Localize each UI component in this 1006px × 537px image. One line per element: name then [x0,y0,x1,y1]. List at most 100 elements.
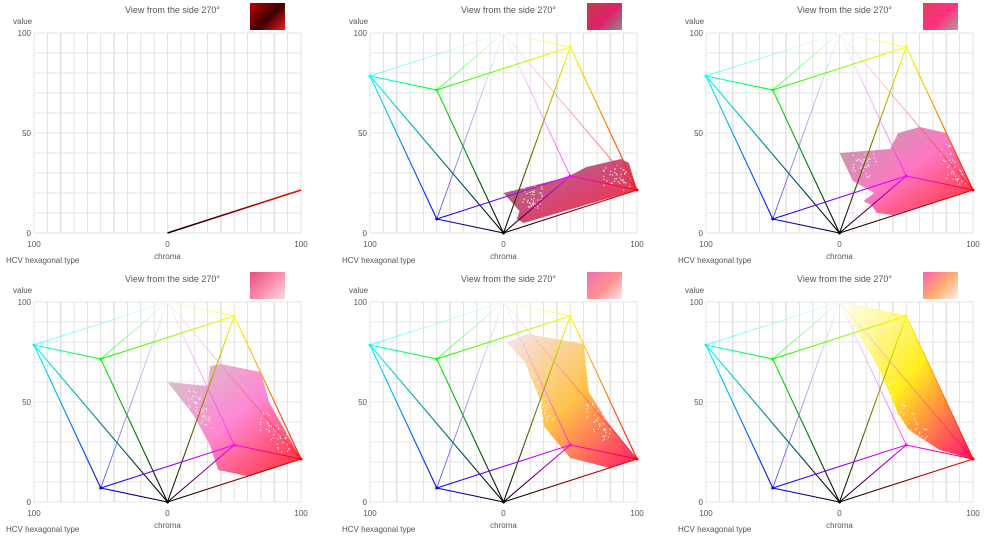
hexagon-edge-white-magenta [503,32,571,177]
data-point [620,173,622,176]
hexagon-edge-black-magenta [503,175,571,234]
y-axis-label: value [349,286,369,295]
data-point [205,417,207,420]
data-point [201,420,204,422]
vertex-magenta [904,443,908,447]
data-point [195,410,197,412]
data-point [867,164,869,166]
data-point [200,422,203,424]
data-point [530,379,532,381]
hexagon-edge-blue-magenta [436,175,571,220]
hexagon-edge-black-green [772,89,840,234]
plot-area: 100 0 100 0 50 100 chroma [690,29,981,261]
data-point [544,409,546,411]
hexagon-edge-cyan-blue [369,75,438,220]
data-point [541,402,543,404]
data-point [956,180,958,182]
data-point [201,408,203,411]
data-point [522,201,524,203]
data-point [208,416,211,418]
y-tick-label: 0 [27,498,32,507]
hexagon-edge-black-yellow [838,315,907,503]
data-point [204,399,207,402]
chart-panel-6: View from the side 270° value 100 0 100 0 50… [672,269,1006,537]
hexagon-edge-yellow-green [772,315,907,360]
vertex-blue [771,217,775,221]
data-point [603,428,605,430]
data-point [859,343,862,345]
data-point [280,451,283,453]
data-point [866,176,868,178]
hexagon-edge-white-blue [772,301,840,489]
data-point [532,200,535,202]
data-point [873,367,876,369]
data-point [893,382,896,384]
data-point [537,207,539,209]
data-point [593,431,596,433]
data-point [544,398,547,400]
x-tick-label: 100 [363,240,377,249]
hexagon-edge-red-yellow [569,315,638,460]
source-image-thumbnail [250,3,285,30]
x-tick-label: 100 [294,240,308,249]
data-point [622,179,624,181]
data-point [621,179,624,182]
chart-panel-5: View from the side 270° value 100 0 100 0 50… [336,269,671,537]
data-point [587,404,589,406]
x-tick-label: 0 [501,240,506,249]
vertex-yellow [232,314,236,318]
data-point [952,171,954,173]
hexagon-edge-yellow-green [436,315,571,360]
data-point [602,414,604,416]
data-point [872,360,875,362]
hexagon-edge-white-magenta [167,301,235,446]
vertex-green [435,88,439,92]
data-point [611,182,613,184]
hexagon-edge-white-yellow [839,301,907,317]
data-point [288,448,290,450]
data-point [619,182,621,184]
plot-area: 100 0 100 0 50 100 chroma [18,298,309,530]
data-point [852,163,855,166]
data-point [870,367,873,369]
hexagon-edge-white-cyan [33,301,168,346]
data-line [167,189,302,234]
y-tick-label: 100 [690,298,704,307]
source-image-thumbnail [250,272,285,299]
data-point [904,431,906,433]
data-point [192,395,194,397]
data-point [914,418,916,420]
data-point [529,191,531,193]
data-point [188,390,190,392]
data-point [203,415,205,417]
vertex-yellow [568,314,572,318]
vertex-magenta [904,174,908,178]
vertex-blue [99,486,103,490]
hexagon-edge-cyan-blue [33,344,102,489]
hexagon-edge-black-red [839,458,974,503]
data-point [527,199,529,201]
data-point [205,407,208,410]
data-point [603,184,605,186]
hexagon-edge-yellow-green [436,46,571,91]
data-point [603,175,605,177]
data-point [532,203,534,205]
x-axis-label: chroma [490,521,517,530]
data-point [944,160,946,162]
data-point [200,410,203,412]
data-point [272,428,275,430]
data-point [204,423,206,426]
data-point [202,411,204,413]
data-point [603,423,605,425]
data-point [523,187,525,190]
data-point [867,341,869,344]
data-point [949,153,952,155]
y-axis-label: value [685,17,705,26]
data-point [547,407,549,409]
grid [33,32,302,234]
data-point [869,149,872,151]
data-point [866,339,869,342]
data-point [540,395,542,397]
chart-type-label: HCV hexagonal type [342,525,416,534]
data-point [604,429,606,431]
